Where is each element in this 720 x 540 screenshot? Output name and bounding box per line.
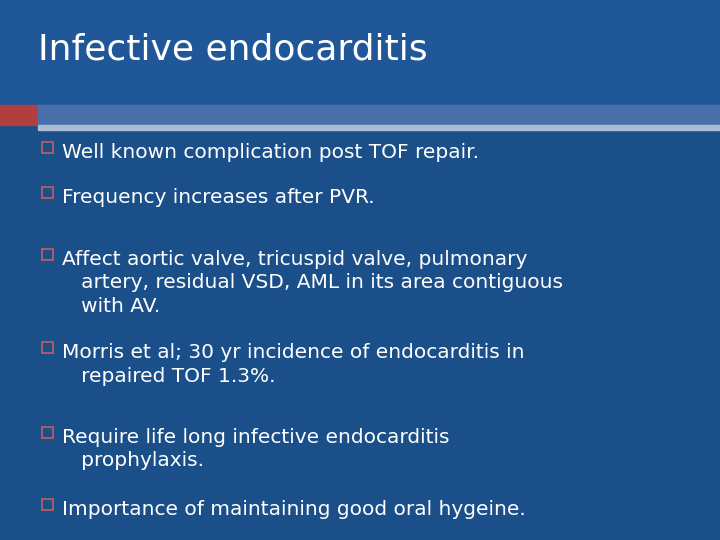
- Text: Require life long infective endocarditis
   prophylaxis.: Require life long infective endocarditis…: [62, 428, 449, 470]
- Bar: [38, 125, 720, 130]
- Text: Well known complication post TOF repair.: Well known complication post TOF repair.: [62, 143, 479, 162]
- Bar: [42, 427, 53, 438]
- Bar: [42, 187, 53, 198]
- Text: Frequency increases after PVR.: Frequency increases after PVR.: [62, 188, 374, 207]
- Bar: [0, 0, 720, 110]
- Text: Affect aortic valve, tricuspid valve, pulmonary
   artery, residual VSD, AML in : Affect aortic valve, tricuspid valve, pu…: [62, 250, 563, 316]
- Text: Infective endocarditis: Infective endocarditis: [38, 33, 428, 67]
- Bar: [42, 342, 53, 353]
- Bar: [0, 105, 38, 125]
- Bar: [38, 105, 720, 125]
- Text: Morris et al; 30 yr incidence of endocarditis in
   repaired TOF 1.3%.: Morris et al; 30 yr incidence of endocar…: [62, 343, 524, 386]
- Text: Importance of maintaining good oral hygeine.: Importance of maintaining good oral hyge…: [62, 500, 526, 519]
- Bar: [42, 249, 53, 260]
- Bar: [42, 142, 53, 153]
- Bar: [42, 499, 53, 510]
